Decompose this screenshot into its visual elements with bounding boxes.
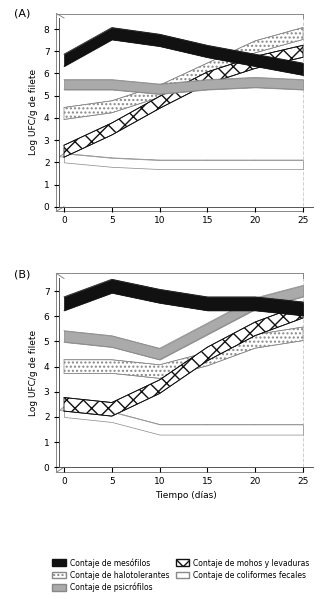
- Text: (A): (A): [13, 8, 30, 19]
- Polygon shape: [59, 407, 112, 416]
- Polygon shape: [107, 412, 160, 428]
- X-axis label: Tiempo (días): Tiempo (días): [155, 492, 217, 501]
- Y-axis label: Log UFC/g de filete: Log UFC/g de filete: [29, 330, 38, 416]
- Polygon shape: [203, 160, 255, 164]
- Polygon shape: [107, 158, 160, 164]
- Polygon shape: [250, 424, 303, 428]
- Text: (B): (B): [13, 269, 30, 279]
- Polygon shape: [250, 160, 303, 164]
- Polygon shape: [155, 160, 207, 164]
- Polygon shape: [155, 424, 207, 428]
- Polygon shape: [59, 153, 112, 161]
- Y-axis label: Log UFC/g de filete: Log UFC/g de filete: [29, 69, 38, 155]
- Polygon shape: [203, 424, 255, 428]
- Legend: Contaje de mesófilos, Contaje de halotolerantes, Contaje de psicrófilos, Contaje: Contaje de mesófilos, Contaje de halotol…: [49, 555, 313, 595]
